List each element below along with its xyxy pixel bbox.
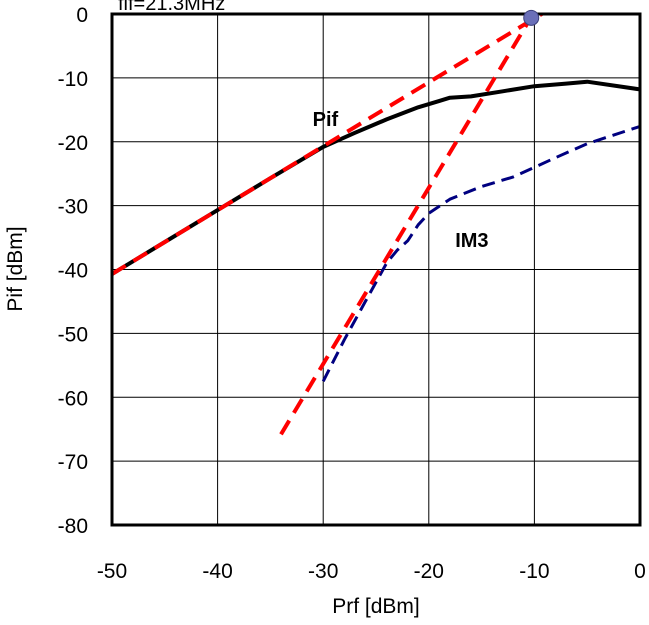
series-im3-line	[321, 124, 640, 382]
y-tick-label: 0	[76, 4, 88, 27]
y-tick-label: -20	[58, 132, 88, 155]
y-axis-title: Pif [dBm]	[4, 226, 27, 311]
annotation-top: fif=21.3MHz	[118, 0, 225, 15]
y-tick-label: -50	[58, 323, 88, 346]
extrapolation-line	[279, 14, 536, 436]
series-label: Pif	[313, 109, 339, 131]
x-tick-label: -40	[202, 560, 232, 583]
plot-frame	[110, 12, 642, 527]
y-tick-label: -10	[58, 68, 88, 91]
x-axis-title: Prf [dBm]	[332, 595, 420, 618]
grid	[112, 14, 640, 525]
x-tick-label: -50	[97, 560, 127, 583]
x-tick-label: -20	[414, 560, 444, 583]
intercept-point	[523, 9, 540, 26]
x-tick-label: 0	[634, 560, 646, 583]
series-pif-line	[112, 79, 640, 276]
y-tick-label: -40	[58, 260, 88, 283]
y-tick-label: -60	[58, 387, 88, 410]
y-tick-label: -70	[58, 451, 88, 474]
x-tick-label: -10	[519, 560, 549, 583]
series-label: IM3	[455, 230, 488, 252]
y-tick-label: -30	[58, 196, 88, 219]
x-tick-label: -30	[308, 560, 338, 583]
extrapolation-line	[112, 14, 546, 276]
y-tick-label: -80	[58, 515, 88, 538]
